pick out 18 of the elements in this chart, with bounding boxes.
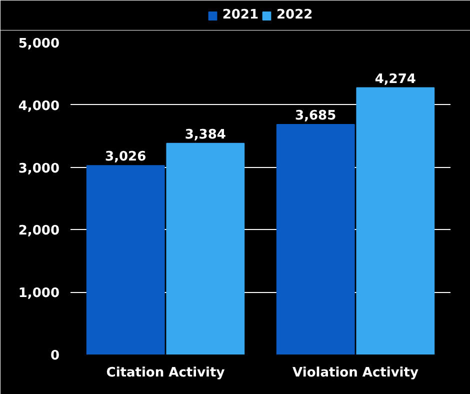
y-tick-label: 0 [50, 348, 60, 364]
text: 3,384 [184, 127, 226, 142]
y-tick-label: 2,000 [18, 224, 60, 239]
text: 4,274 [374, 72, 416, 87]
bar [356, 87, 435, 354]
x-tick-label: Violation Activity [292, 366, 419, 380]
y-tick-label: 5,000 [18, 36, 60, 52]
legend-label: 2021 [222, 8, 258, 22]
bar [166, 142, 245, 354]
text: 3,026 [105, 150, 146, 165]
bar [276, 124, 355, 354]
legend-label: 2022 [276, 8, 313, 22]
y-tick-label: 3,000 [18, 161, 60, 176]
x-tick-label: Citation Activity [106, 366, 226, 380]
y-tick-label: 4,000 [18, 98, 60, 114]
text: 3,685 [295, 108, 336, 124]
bar [86, 165, 165, 354]
y-tick-label: 1,000 [18, 286, 60, 302]
